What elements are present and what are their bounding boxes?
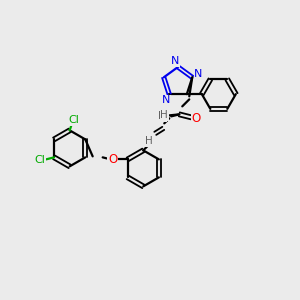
Text: Cl: Cl <box>35 155 46 165</box>
Text: N: N <box>162 95 170 105</box>
Text: O: O <box>108 153 117 166</box>
Text: Cl: Cl <box>68 116 79 125</box>
Text: H: H <box>160 110 168 120</box>
Text: O: O <box>192 112 201 125</box>
Text: H: H <box>146 136 153 146</box>
Text: N: N <box>194 69 202 80</box>
Text: H: H <box>158 111 166 122</box>
Text: N: N <box>171 56 179 66</box>
